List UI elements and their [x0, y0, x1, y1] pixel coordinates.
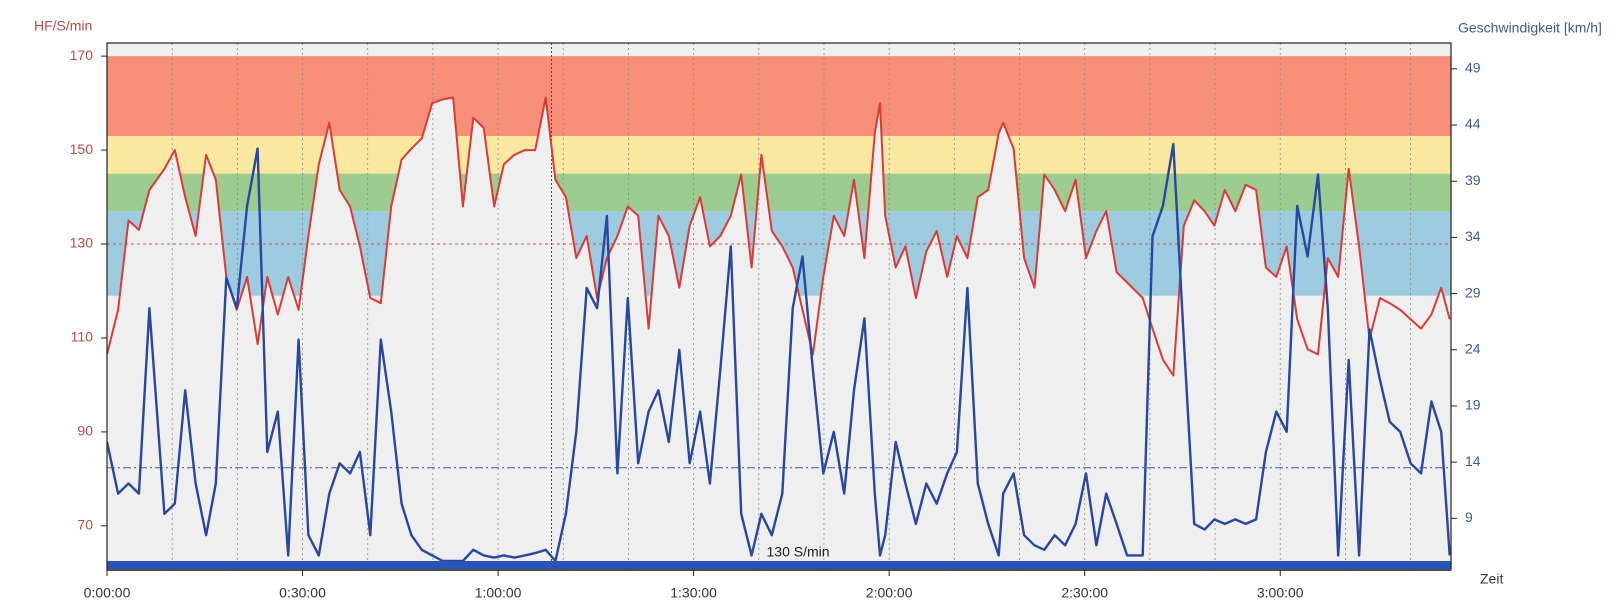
plot-area — [107, 43, 1451, 570]
series-line — [107, 96, 1451, 377]
y2-tick-label: 49 — [1465, 60, 1481, 76]
y2-axis-label: Geschwindigkeit [km/h] — [1458, 20, 1602, 36]
y2-tick-label: 9 — [1465, 509, 1473, 525]
y2-tick-label: 39 — [1465, 172, 1481, 188]
x-tick-label: 0:30:00 — [279, 585, 326, 601]
y-tick-label: 170 — [70, 47, 94, 63]
hr-zone — [107, 136, 1451, 174]
series-line — [107, 142, 1451, 563]
y-tick-label: 110 — [71, 329, 94, 345]
y2-tick-label: 14 — [1465, 453, 1481, 469]
x-tick-label: 1:00:00 — [475, 585, 522, 601]
y2-tick-label: 19 — [1465, 397, 1481, 413]
bottom-band — [107, 561, 1451, 569]
y-tick-label: 70 — [77, 517, 93, 533]
y-tick-label: 130 — [70, 235, 94, 251]
x-axis-label: Zeit — [1480, 571, 1503, 587]
y-axis-label: HF/S/min — [34, 18, 92, 34]
y-tick-label: 150 — [70, 141, 94, 157]
y2-tick-label: 34 — [1465, 228, 1481, 244]
y2-tick-label: 44 — [1465, 116, 1481, 132]
x-tick-label: 2:30:00 — [1061, 585, 1108, 601]
x-tick-label: 2:00:00 — [866, 585, 913, 601]
x-tick-label: 0:00:00 — [84, 585, 131, 601]
hr-zone — [107, 56, 1451, 136]
x-tick-label: 1:30:00 — [670, 585, 717, 601]
y2-tick-label: 29 — [1465, 284, 1481, 300]
annotation: 130 S/min — [767, 544, 830, 560]
hr-area — [107, 97, 1450, 570]
x-tick-label: 3:00:00 — [1257, 585, 1304, 601]
y-tick-label: 90 — [77, 423, 93, 439]
y2-tick-label: 24 — [1465, 340, 1481, 356]
